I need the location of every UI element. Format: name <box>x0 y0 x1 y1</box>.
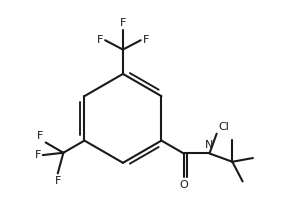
Text: F: F <box>97 35 103 45</box>
Text: F: F <box>120 18 126 28</box>
Text: Cl: Cl <box>219 122 230 132</box>
Text: O: O <box>179 180 188 190</box>
Text: F: F <box>35 150 41 160</box>
Text: N: N <box>205 140 214 150</box>
Text: F: F <box>55 176 61 186</box>
Text: F: F <box>37 131 44 141</box>
Text: F: F <box>143 35 149 45</box>
